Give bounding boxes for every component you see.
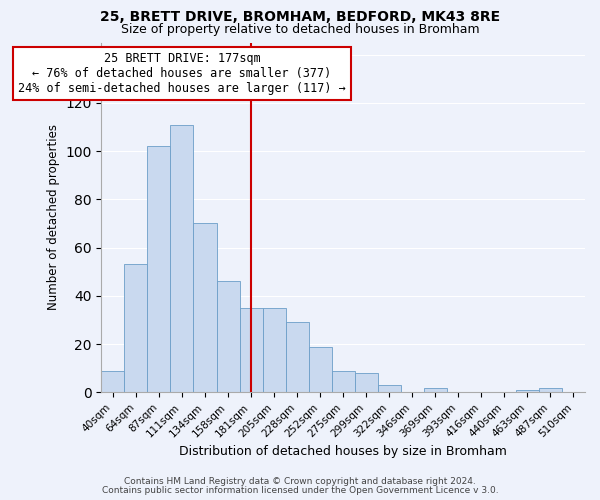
X-axis label: Distribution of detached houses by size in Bromham: Distribution of detached houses by size … — [179, 444, 507, 458]
Text: 25 BRETT DRIVE: 177sqm
← 76% of detached houses are smaller (377)
24% of semi-de: 25 BRETT DRIVE: 177sqm ← 76% of detached… — [18, 52, 346, 95]
Bar — [101, 370, 124, 392]
Bar — [355, 373, 378, 392]
Bar — [217, 282, 239, 393]
Bar — [148, 146, 170, 392]
Y-axis label: Number of detached properties: Number of detached properties — [47, 124, 60, 310]
Text: Contains public sector information licensed under the Open Government Licence v : Contains public sector information licen… — [101, 486, 499, 495]
Bar — [308, 346, 332, 393]
Text: Size of property relative to detached houses in Bromham: Size of property relative to detached ho… — [121, 22, 479, 36]
Bar — [239, 308, 263, 392]
Bar — [378, 385, 401, 392]
Text: Contains HM Land Registry data © Crown copyright and database right 2024.: Contains HM Land Registry data © Crown c… — [124, 477, 476, 486]
Bar — [539, 388, 562, 392]
Bar — [124, 264, 148, 392]
Bar — [170, 124, 193, 392]
Text: 25, BRETT DRIVE, BROMHAM, BEDFORD, MK43 8RE: 25, BRETT DRIVE, BROMHAM, BEDFORD, MK43 … — [100, 10, 500, 24]
Bar — [332, 370, 355, 392]
Bar — [516, 390, 539, 392]
Bar — [424, 388, 447, 392]
Bar — [286, 322, 308, 392]
Bar — [263, 308, 286, 392]
Bar — [193, 224, 217, 392]
